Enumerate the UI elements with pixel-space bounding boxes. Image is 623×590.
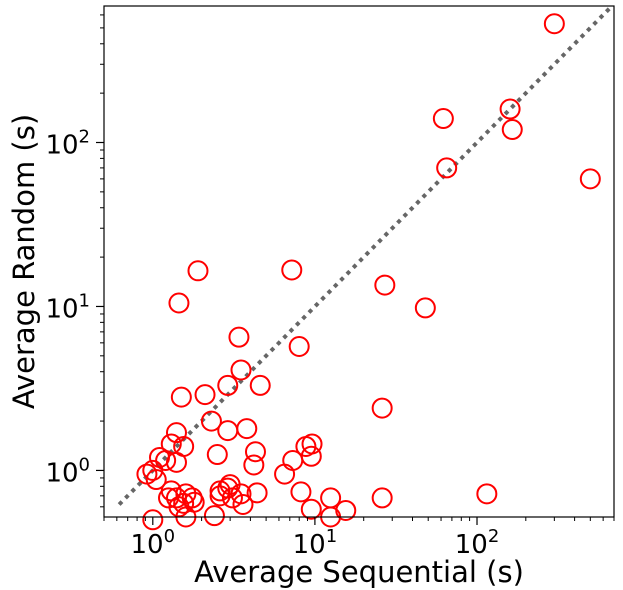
data-point: [476, 483, 498, 505]
x-tick-label: 100: [131, 526, 176, 560]
y-tick-label: 101: [45, 290, 90, 324]
data-point: [543, 13, 565, 35]
data-point: [236, 418, 258, 440]
data-point: [194, 384, 216, 406]
data-point: [282, 449, 304, 471]
data-point: [371, 487, 393, 509]
y-axis: 100 101 102: [45, 14, 104, 508]
data-point: [301, 433, 323, 455]
data-point: [173, 492, 195, 514]
reference-diagonal-line: [117, 4, 614, 506]
data-point: [501, 119, 523, 141]
data-point: [165, 451, 187, 473]
x-axis: 100 101 102: [103, 517, 615, 560]
data-point: [300, 498, 322, 520]
data-point: [243, 454, 265, 476]
scatter-points: [136, 13, 601, 531]
data-point: [288, 335, 310, 357]
data-point: [209, 485, 231, 507]
plot-frame: [103, 5, 615, 518]
data-point: [244, 441, 266, 463]
y-tick-label: 100: [45, 454, 90, 488]
data-point: [142, 459, 164, 481]
data-point: [232, 493, 254, 515]
data-point: [217, 477, 239, 499]
plot-area: [103, 4, 615, 531]
data-point: [436, 157, 458, 179]
data-point: [206, 444, 228, 466]
data-point: [374, 274, 396, 296]
data-point: [249, 374, 271, 396]
data-point: [335, 499, 357, 521]
data-point: [228, 326, 250, 348]
data-point: [230, 359, 252, 381]
data-point: [203, 505, 225, 527]
data-point: [371, 397, 393, 419]
data-point: [145, 469, 167, 491]
y-tick-label: 102: [45, 127, 90, 161]
data-point: [221, 487, 243, 509]
data-point: [499, 98, 521, 120]
data-point: [281, 259, 303, 281]
data-point: [187, 260, 209, 282]
data-point: [168, 292, 190, 314]
data-point: [432, 108, 454, 130]
data-point: [217, 420, 239, 442]
x-tick-label: 101: [293, 526, 338, 560]
data-point: [200, 410, 222, 432]
data-point: [142, 509, 164, 531]
data-point: [246, 482, 268, 504]
data-point: [414, 297, 436, 319]
data-point: [290, 481, 312, 503]
data-point: [274, 463, 296, 485]
data-point: [579, 168, 601, 190]
data-point: [168, 496, 190, 518]
x-tick-label: 102: [455, 526, 500, 560]
data-point: [217, 374, 239, 396]
y-axis-label: Average Random (s): [7, 114, 41, 409]
data-point: [165, 422, 187, 444]
x-axis-label: Average Sequential (s): [194, 555, 524, 589]
data-point: [170, 386, 192, 408]
